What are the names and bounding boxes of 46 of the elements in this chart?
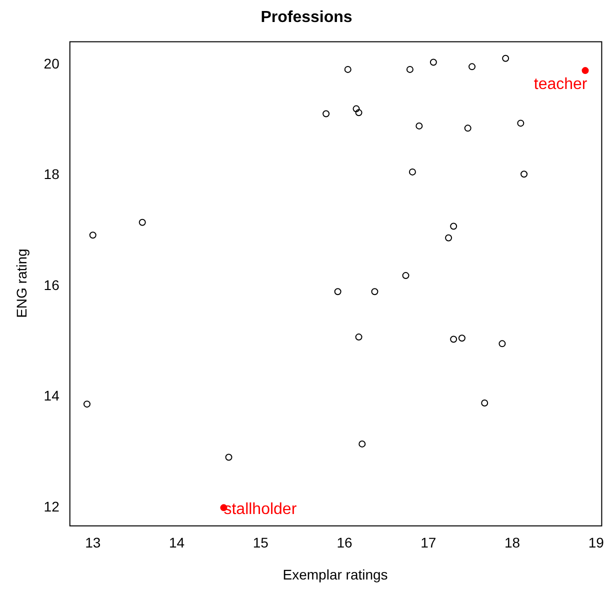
annotation: stallholder	[224, 501, 298, 518]
point	[355, 109, 362, 116]
annotation: teacher	[534, 76, 588, 93]
point	[517, 120, 524, 127]
point	[582, 67, 589, 74]
y-axis-title: ENG rating	[13, 248, 30, 318]
x-tick-label: 13	[85, 534, 101, 551]
point	[344, 66, 352, 73]
point	[225, 454, 232, 461]
point	[408, 168, 416, 176]
point	[450, 336, 458, 343]
point	[83, 400, 90, 408]
point	[481, 399, 488, 406]
x-tick-label: 18	[504, 534, 520, 551]
point	[445, 234, 452, 242]
point	[402, 272, 410, 280]
point	[450, 222, 458, 230]
y-tick-label: 12	[44, 498, 60, 515]
x-tick-label: 15	[252, 534, 269, 551]
point	[371, 288, 378, 296]
point	[520, 170, 528, 178]
point	[430, 58, 437, 66]
point	[416, 122, 423, 130]
point	[322, 110, 330, 118]
point	[355, 334, 362, 341]
point	[358, 440, 366, 448]
point	[468, 63, 476, 70]
y-tick-label: 18	[44, 166, 60, 182]
point	[334, 288, 342, 296]
chart-title: Professions	[260, 9, 352, 26]
x-tick-label: 19	[588, 534, 604, 551]
point	[502, 54, 510, 62]
x-tick-label: 16	[336, 534, 353, 551]
y-tick-label: 14	[44, 388, 60, 404]
point	[464, 124, 472, 132]
x-axis-title: Exemplar ratings	[282, 566, 388, 582]
y-tick-label: 16	[44, 276, 60, 293]
y-tick-label: 20	[44, 55, 60, 72]
point	[352, 105, 360, 112]
point	[89, 232, 96, 239]
point	[406, 66, 414, 73]
x-tick-label: 17	[420, 534, 436, 551]
point	[498, 340, 506, 348]
point	[458, 334, 466, 342]
point	[138, 218, 146, 226]
x-tick-label: 14	[168, 534, 185, 551]
